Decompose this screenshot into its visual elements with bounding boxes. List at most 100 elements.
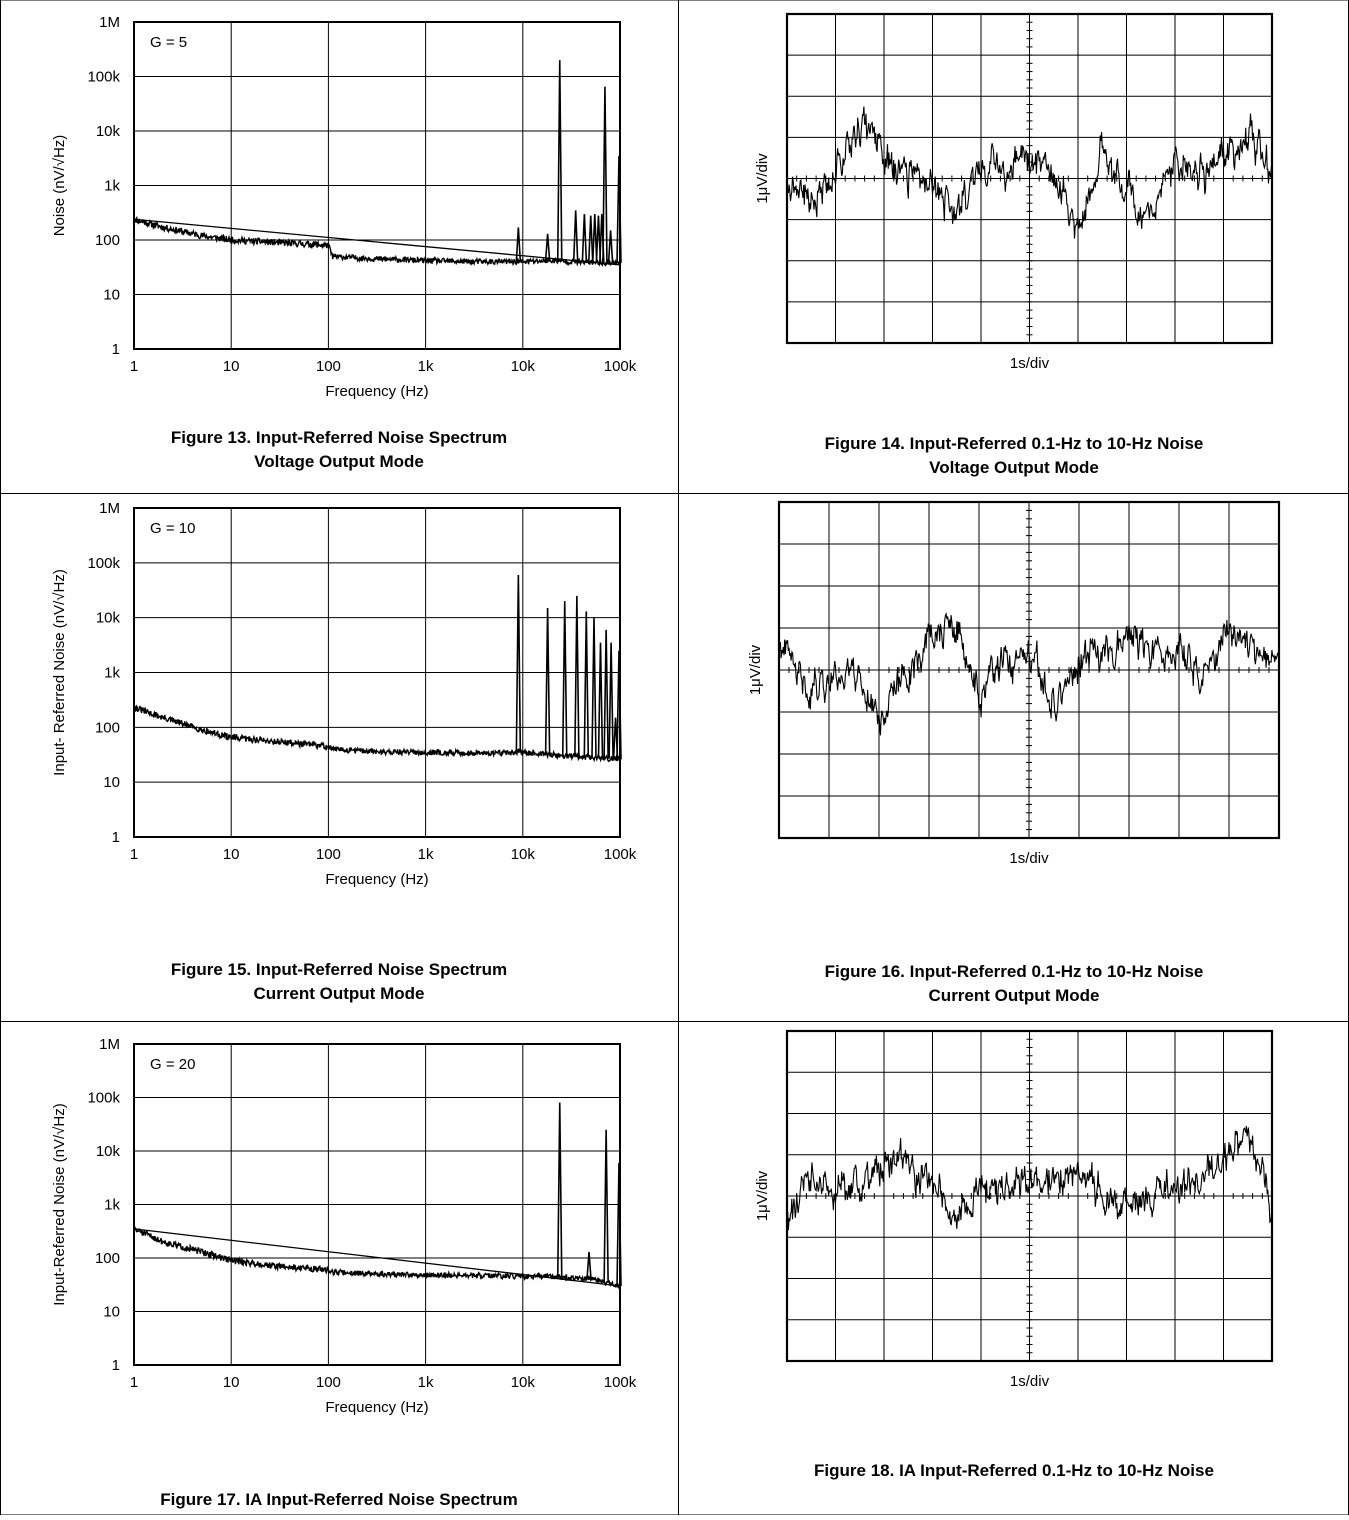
y-tick-label: 100	[95, 232, 120, 249]
spectral-spike	[574, 595, 580, 757]
noise-trace	[786, 106, 1273, 239]
figure-16-caption-line-2: Current Output Mode	[928, 986, 1100, 1005]
spectral-spike	[603, 1129, 609, 1283]
x-tick-label: 1k	[418, 846, 434, 863]
y-tick-label: 10k	[96, 610, 121, 627]
figure-18-chart: 1s/div 1μV/div	[754, 1029, 1274, 1390]
y-axis-label: Input- Referred Noise (nV/√Hz)	[51, 569, 68, 776]
spectral-spike	[515, 227, 522, 262]
spectral-spike	[608, 642, 614, 759]
time-scale-label: 1s/div	[1010, 1373, 1050, 1390]
figure-15-chart: 1 10 100 1k 10k 100k 1 10 100 1k 10k 100k 1M Frequenc…	[51, 500, 637, 888]
spectral-spike	[556, 60, 563, 262]
spectral-spike	[607, 230, 614, 263]
y-tick-label: 1k	[104, 665, 120, 682]
gain-annotation: G = 10	[150, 520, 195, 537]
y-tick-label: 100k	[87, 1090, 120, 1107]
y-tick-label: 100	[95, 719, 120, 736]
x-axis-label: Frequency (Hz)	[325, 871, 428, 888]
figure-18-cell: 1s/div 1μV/div Figure 18. IA Input-Referr…	[679, 1022, 1349, 1515]
x-tick-label: 10	[223, 1374, 240, 1391]
figure-15-caption-line-1: Figure 15. Input-Referred Noise Spectrum	[170, 960, 508, 979]
figure-16-caption-line-1: Figure 16. Input-Referred 0.1-Hz to 10-H…	[824, 962, 1204, 981]
spectral-spike	[583, 611, 590, 758]
figure-18-caption: Figure 18. IA Input-Referred 0.1-Hz to 1…	[679, 1459, 1349, 1483]
spectral-spike	[581, 213, 588, 263]
spectral-spike	[616, 1162, 622, 1286]
y-tick-label: 10k	[96, 123, 121, 140]
figure-14-chart: 1s/div 1μV/div	[754, 12, 1274, 372]
spectral-spike	[603, 629, 609, 759]
spectral-spike	[586, 1251, 592, 1280]
noise-spectrum-line	[133, 704, 621, 763]
x-tick-label: 100k	[604, 358, 637, 375]
y-tick-label: 10	[103, 287, 120, 304]
gain-annotation: G = 5	[150, 34, 187, 51]
scope-frame	[777, 500, 1281, 840]
figure-14-caption-line-2: Voltage Output Mode	[929, 458, 1099, 477]
spectral-spike	[597, 642, 604, 759]
spectral-spike	[544, 233, 551, 261]
x-axis-label: Frequency (Hz)	[325, 383, 428, 400]
figure-13-caption: Figure 13. Input-Referred Noise Spectrum…	[0, 426, 678, 474]
figure-14-cell: 1s/div 1μV/div Figure 14. Input-Referred …	[679, 0, 1349, 493]
spectral-spike	[544, 608, 551, 755]
trend-line	[133, 1228, 621, 1287]
y-tick-label: 1M	[99, 14, 120, 31]
y-tick-label: 1	[112, 829, 120, 846]
spectral-spike	[591, 213, 598, 263]
noise-spectrum-line	[133, 215, 621, 267]
figure-15-caption: Figure 15. Input-Referred Noise Spectrum…	[0, 958, 678, 1006]
figure-17-caption-line-1: Figure 17. IA Input-Referred Noise Spect…	[160, 1490, 518, 1509]
spectral-spike	[587, 215, 594, 263]
y-tick-label: 1M	[99, 1036, 120, 1053]
x-axis-label: Frequency (Hz)	[325, 1399, 428, 1416]
figure-16-chart: 1s/div 1μV/div	[747, 500, 1281, 867]
x-tick-label: 100	[316, 1374, 341, 1391]
time-scale-label: 1s/div	[1010, 355, 1050, 372]
figure-13-cell: 1 10 100 1k 10k 100k 1 10 100 1k 10k 100k 1M Frequenc…	[0, 0, 678, 493]
y-tick-label: 1k	[104, 1197, 120, 1214]
figure-16-cell: 1s/div 1μV/div Figure 16. Input-Referred …	[679, 494, 1349, 1021]
figure-17-chart: 1 10 100 1k 10k 100k 1 10 100 1k 10k 100k 1M Frequenc…	[51, 1036, 637, 1416]
gain-annotation: G = 20	[150, 1056, 195, 1073]
scope-frame	[785, 12, 1274, 345]
figure-13-caption-line-1: Figure 13. Input-Referred Noise Spectrum	[170, 428, 508, 447]
spectral-spike	[556, 1102, 563, 1278]
x-tick-label: 10k	[511, 846, 536, 863]
spectral-spike	[572, 210, 579, 262]
noise-trace	[786, 1126, 1273, 1231]
scope-frame	[785, 1029, 1274, 1363]
y-tick-label: 10	[103, 774, 120, 791]
figure-15-caption-line-2: Current Output Mode	[253, 984, 425, 1003]
x-tick-label: 100k	[604, 846, 637, 863]
figure-14-caption-line-1: Figure 14. Input-Referred 0.1-Hz to 10-H…	[824, 434, 1204, 453]
figure-18-caption-line-1: Figure 18. IA Input-Referred 0.1-Hz to 1…	[814, 1461, 1214, 1480]
x-tick-label: 1	[130, 846, 138, 863]
figure-16-caption: Figure 16. Input-Referred 0.1-Hz to 10-H…	[679, 960, 1349, 1008]
y-axis-label: Input-Referred Noise (nV/√Hz)	[51, 1103, 68, 1305]
x-tick-label: 10	[223, 358, 240, 375]
spectral-spike	[602, 86, 608, 263]
noise-trace	[778, 612, 1280, 736]
x-tick-label: 100	[316, 846, 341, 863]
figure-13-chart: 1 10 100 1k 10k 100k 1 10 100 1k 10k 100k 1M Frequenc…	[51, 14, 637, 400]
y-tick-label: 10k	[96, 1143, 121, 1160]
x-tick-label: 100k	[604, 1374, 637, 1391]
x-tick-label: 1k	[418, 1374, 434, 1391]
spectral-spike	[561, 601, 568, 756]
y-tick-label: 100	[95, 1250, 120, 1267]
x-tick-label: 1	[130, 1374, 138, 1391]
y-tick-label: 1	[112, 341, 120, 358]
y-tick-label: 100k	[87, 555, 120, 572]
x-tick-label: 10k	[511, 1374, 536, 1391]
figure-17-caption: Figure 17. IA Input-Referred Noise Spect…	[0, 1488, 678, 1512]
x-tick-label: 10	[223, 846, 240, 863]
y-tick-label: 1	[112, 1357, 120, 1374]
figure-13-caption-line-2: Voltage Output Mode	[254, 452, 424, 471]
amplitude-scale-label: 1μV/div	[754, 1170, 771, 1221]
y-axis-label: Noise (nV/√Hz)	[51, 135, 68, 237]
figure-17-cell: 1 10 100 1k 10k 100k 1 10 100 1k 10k 100k 1M Frequenc…	[0, 1022, 678, 1515]
spectral-spike	[515, 574, 522, 753]
